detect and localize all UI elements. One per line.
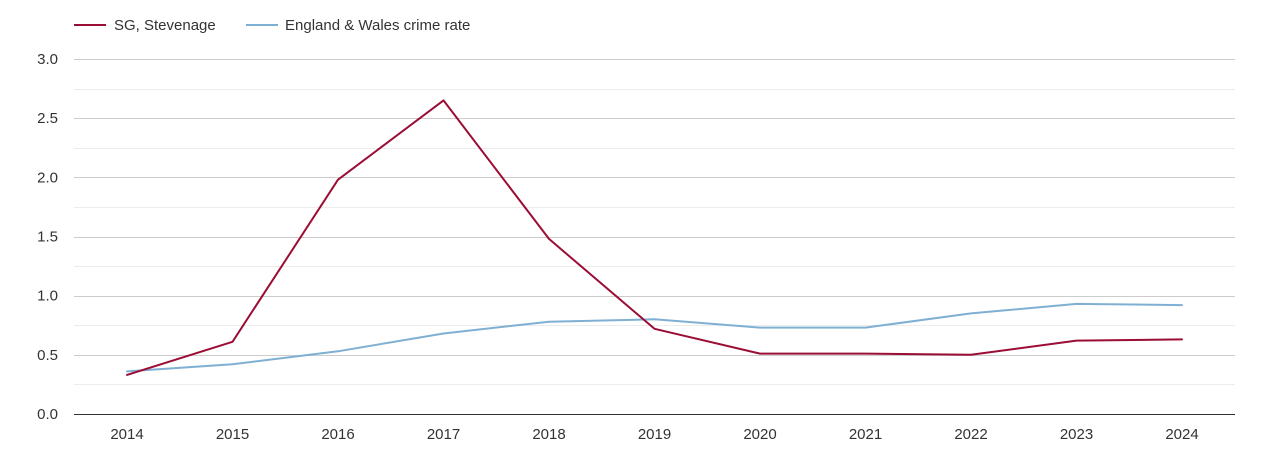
data-point-series-0[interactable] (442, 98, 446, 102)
data-point-series-1[interactable] (758, 326, 762, 330)
x-tick-label: 2019 (638, 426, 671, 443)
x-tick-label: 2020 (743, 426, 776, 443)
y-tick-label: 0.5 (37, 347, 58, 364)
data-point-series-1[interactable] (1180, 303, 1184, 307)
x-tick-label: 2014 (110, 426, 143, 443)
data-point-series-0[interactable] (1180, 337, 1184, 341)
legend: SG, Stevenage England & Wales crime rate (74, 17, 470, 34)
legend-item-series-1[interactable]: England & Wales crime rate (246, 17, 470, 34)
series-lines (125, 98, 1184, 377)
y-tick-label: 2.5 (37, 110, 58, 127)
data-point-series-1[interactable] (231, 362, 235, 366)
x-tick-label: 2015 (216, 426, 249, 443)
x-tick-label: 2016 (321, 426, 354, 443)
y-tick-label: 1.0 (37, 288, 58, 305)
data-point-series-0[interactable] (125, 373, 129, 377)
data-point-series-0[interactable] (653, 327, 657, 331)
data-point-series-1[interactable] (864, 326, 868, 330)
series-line-0[interactable] (126, 99, 1183, 376)
data-point-series-1[interactable] (442, 332, 446, 336)
x-axis-tick-labels: 2014 2015 2016 2017 2018 2019 2020 2021 2022 2023… (110, 426, 1198, 443)
gridlines (74, 59, 1235, 385)
legend-label-series-0: SG, Stevenage (114, 17, 216, 34)
data-point-series-0[interactable] (864, 352, 868, 356)
legend-item-series-0[interactable]: SG, Stevenage (74, 17, 216, 34)
y-tick-label: 3.0 (37, 51, 58, 68)
data-point-series-1[interactable] (125, 369, 129, 373)
data-point-series-0[interactable] (336, 178, 340, 182)
data-point-series-0[interactable] (1075, 339, 1079, 343)
data-point-series-0[interactable] (231, 340, 235, 344)
data-point-series-1[interactable] (653, 317, 657, 321)
data-point-series-1[interactable] (547, 320, 551, 324)
data-point-series-0[interactable] (969, 353, 973, 357)
y-tick-label: 0.0 (37, 406, 58, 423)
x-tick-label: 2022 (954, 426, 987, 443)
data-point-series-1[interactable] (336, 349, 340, 353)
x-tick-label: 2023 (1060, 426, 1093, 443)
y-tick-label: 2.0 (37, 169, 58, 186)
x-tick-label: 2018 (532, 426, 565, 443)
legend-label-series-1: England & Wales crime rate (285, 17, 470, 34)
y-axis-tick-labels: 0.0 0.5 1.0 1.5 2.0 2.5 3.0 (37, 51, 58, 423)
data-point-series-1[interactable] (969, 311, 973, 315)
data-point-series-0[interactable] (547, 237, 551, 241)
series-line-1[interactable] (126, 302, 1183, 373)
y-tick-label: 1.5 (37, 229, 58, 246)
x-tick-label: 2024 (1165, 426, 1198, 443)
x-tick-label: 2017 (427, 426, 460, 443)
data-point-series-1[interactable] (1075, 302, 1079, 306)
data-point-series-0[interactable] (758, 352, 762, 356)
x-tick-label: 2021 (849, 426, 882, 443)
